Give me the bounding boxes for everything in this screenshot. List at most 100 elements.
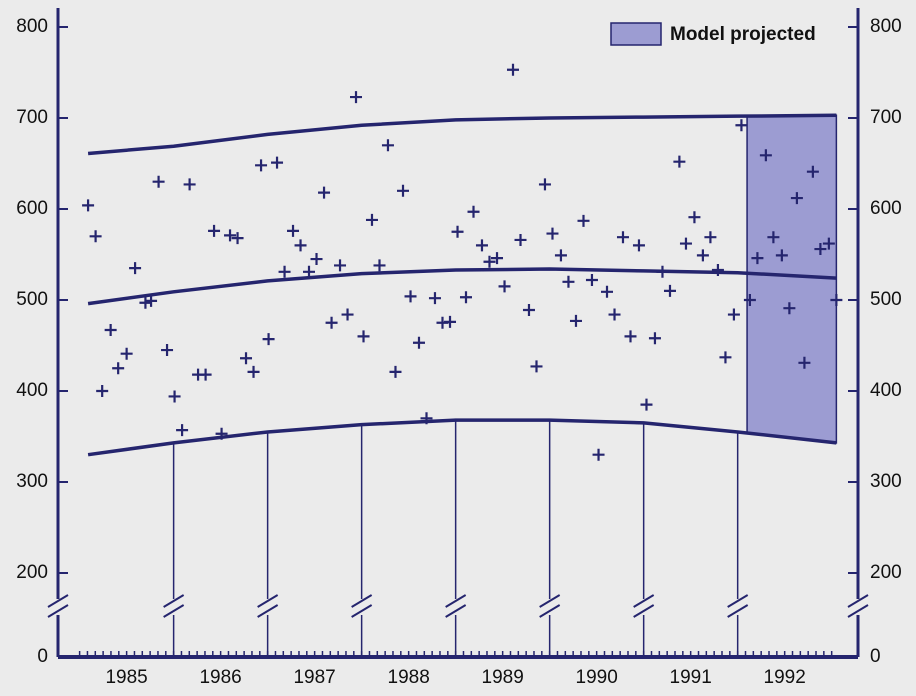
point — [183, 178, 196, 191]
point — [585, 273, 598, 286]
band-curve — [87, 113, 837, 156]
point — [767, 231, 780, 244]
point — [743, 294, 756, 306]
point — [104, 324, 117, 337]
x-tick-label: 1986 — [199, 667, 241, 688]
point — [751, 252, 764, 265]
point — [640, 398, 653, 411]
x-tick-label: 1991 — [670, 667, 712, 688]
y-tick-label: 200 — [870, 562, 902, 583]
point — [822, 237, 835, 250]
point — [735, 119, 748, 132]
x-tick-label: 1989 — [482, 667, 524, 688]
point — [663, 284, 676, 297]
axis-break — [847, 604, 869, 618]
y-tick-label: 400 — [16, 380, 48, 401]
y-tick-label: 400 — [870, 380, 902, 401]
axis-break — [847, 594, 869, 608]
axis-break — [445, 604, 467, 618]
point — [569, 314, 582, 327]
y-tick-label: 200 — [16, 562, 48, 583]
point — [467, 205, 480, 218]
point — [444, 315, 457, 328]
point — [381, 139, 394, 152]
point — [483, 255, 496, 268]
axis-break — [257, 594, 279, 608]
point — [592, 448, 605, 461]
point — [302, 265, 315, 278]
point — [82, 199, 95, 212]
axis-break — [727, 594, 749, 608]
legend-label: Model projected — [670, 24, 816, 45]
axis-break — [47, 594, 69, 608]
x-tick-label: 1985 — [105, 667, 147, 688]
point — [546, 227, 559, 240]
y-tick-label: 700 — [16, 107, 48, 128]
point — [554, 249, 567, 262]
axis-break — [163, 604, 185, 618]
point — [325, 316, 338, 329]
y-tick-label: 600 — [16, 198, 48, 219]
point — [673, 155, 686, 168]
point — [679, 237, 692, 250]
point — [397, 184, 410, 197]
point — [247, 365, 260, 378]
point — [168, 390, 181, 403]
point — [498, 280, 511, 293]
point — [287, 224, 300, 237]
point — [357, 330, 370, 343]
point — [451, 225, 464, 238]
point — [806, 165, 819, 178]
y-tick-label: 500 — [16, 289, 48, 310]
point — [112, 362, 125, 375]
axis-break — [633, 604, 655, 618]
point — [152, 175, 165, 188]
y-tick-label: 300 — [870, 471, 902, 492]
point — [727, 308, 740, 321]
point — [830, 294, 843, 306]
point — [491, 252, 504, 265]
point — [459, 291, 472, 304]
point — [608, 308, 621, 321]
point — [176, 424, 189, 437]
axis-break — [539, 604, 561, 618]
point — [475, 239, 488, 252]
axis-break — [351, 604, 373, 618]
point — [365, 213, 378, 226]
point — [514, 233, 527, 246]
point — [145, 294, 158, 307]
point — [759, 149, 772, 162]
point — [271, 156, 284, 169]
point — [255, 159, 268, 172]
point — [775, 249, 788, 262]
band-curve — [87, 418, 837, 457]
point — [404, 290, 417, 303]
point — [696, 249, 709, 262]
point — [798, 356, 811, 369]
axis-break — [727, 604, 749, 618]
y-tick-label: 0 — [37, 646, 48, 667]
x-tick-label: 1990 — [576, 667, 618, 688]
x-tick-label: 1988 — [388, 667, 430, 688]
point — [120, 347, 133, 360]
point — [601, 285, 614, 298]
point — [562, 275, 575, 288]
point — [624, 330, 637, 343]
y-tick-label: 500 — [870, 289, 902, 310]
axis-break — [257, 604, 279, 618]
y-tick-label: 800 — [870, 16, 902, 37]
point — [790, 192, 803, 205]
axis-break — [633, 594, 655, 608]
point — [161, 344, 174, 357]
legend-swatch — [610, 22, 662, 46]
point — [656, 265, 669, 278]
point — [224, 229, 237, 242]
x-tick-label: 1987 — [293, 667, 335, 688]
point — [334, 259, 347, 272]
point — [96, 385, 109, 397]
y-tick-label: 300 — [16, 471, 48, 492]
y-tick-label: 800 — [16, 16, 48, 37]
axis-break — [351, 594, 373, 608]
point — [262, 333, 275, 346]
